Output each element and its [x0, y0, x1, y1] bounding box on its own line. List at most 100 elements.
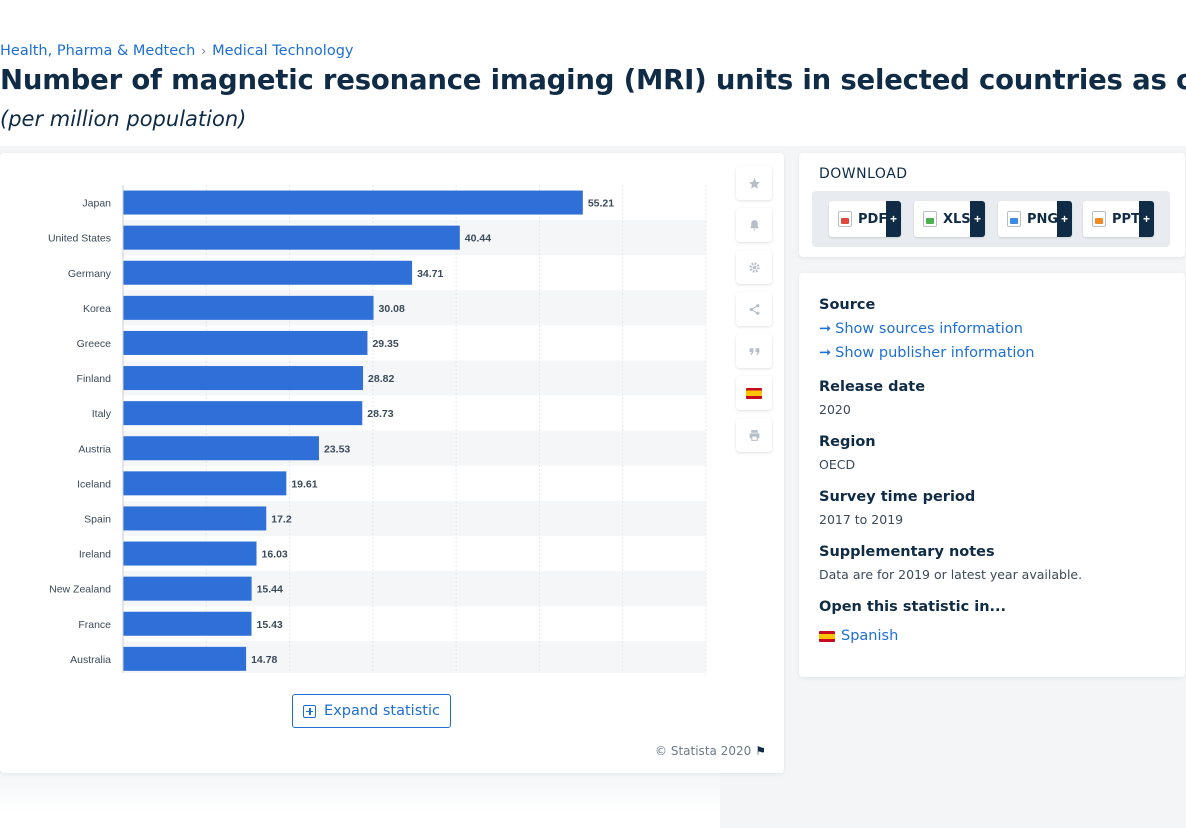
bar-ireland	[123, 541, 257, 566]
release-date-value: 2020	[819, 402, 851, 417]
xls-file-icon	[923, 211, 937, 227]
page-title: Number of magnetic resonance imaging (MR…	[0, 64, 1186, 96]
report-flag-icon[interactable]: ⚑	[755, 744, 766, 758]
value-label: 55.21	[588, 198, 614, 210]
bar-austria	[123, 436, 319, 461]
xls-plus-button[interactable]: +	[970, 201, 985, 237]
category-label: New Zealand	[49, 584, 111, 596]
download-ppt-button[interactable]: PPT +	[1083, 201, 1154, 237]
download-pdf-button[interactable]: PDF +	[829, 201, 901, 237]
supplementary-notes-heading: Supplementary notes	[819, 544, 995, 560]
chart-tools	[736, 166, 772, 460]
download-png-button[interactable]: PNG +	[998, 201, 1072, 237]
category-label: Iceland	[77, 478, 111, 490]
download-title: DOWNLOAD	[819, 166, 908, 182]
bar-finland	[123, 366, 364, 391]
breadcrumb-separator: ›	[201, 44, 207, 58]
pdf-file-icon	[838, 211, 852, 227]
value-label: 15.43	[257, 619, 283, 631]
share-icon[interactable]	[736, 292, 772, 326]
credit-text[interactable]: © Statista 2020	[655, 744, 752, 758]
category-label: Japan	[82, 198, 111, 210]
expand-statistic-button[interactable]: Expand statistic	[292, 694, 451, 728]
value-label: 34.71	[417, 268, 443, 280]
bar-iceland	[123, 471, 287, 496]
png-plus-button[interactable]: +	[1057, 201, 1072, 237]
category-label: Australia	[70, 654, 111, 666]
category-label: Italy	[92, 408, 112, 420]
value-label: 23.53	[324, 443, 350, 455]
statista-credit: © Statista 2020 ⚑	[655, 744, 766, 758]
spain-flag-icon	[819, 630, 835, 642]
category-label: Greece	[77, 338, 112, 350]
pdf-plus-button[interactable]: +	[886, 201, 901, 237]
value-label: 28.73	[367, 408, 393, 420]
pdf-label: PDF	[858, 211, 888, 227]
bar-spain	[123, 506, 267, 531]
xls-label: XLS	[943, 211, 971, 227]
ppt-plus-button[interactable]: +	[1139, 201, 1154, 237]
value-label: 17.2	[271, 513, 292, 525]
download-xls-button[interactable]: XLS +	[914, 201, 985, 237]
region-value: OECD	[819, 457, 856, 472]
value-label: 29.35	[372, 338, 398, 350]
bar-korea	[123, 295, 374, 320]
category-label: Finland	[77, 373, 112, 385]
category-label: Germany	[68, 268, 112, 280]
png-file-icon	[1007, 211, 1021, 227]
gear-icon[interactable]	[736, 250, 772, 284]
page-subtitle: (per million population)	[0, 107, 247, 131]
survey-period-heading: Survey time period	[819, 489, 976, 505]
category-label: France	[78, 619, 111, 631]
bar-united-states	[123, 225, 460, 250]
category-label: Korea	[83, 303, 111, 315]
png-label: PNG	[1027, 211, 1059, 227]
expand-icon	[303, 704, 317, 718]
value-label: 16.03	[262, 549, 288, 561]
value-label: 19.61	[291, 478, 317, 490]
bar-italy	[123, 401, 363, 426]
category-label: Spain	[84, 513, 111, 525]
show-publisher-label: Show publisher information	[835, 345, 1035, 361]
ppt-file-icon	[1092, 211, 1106, 227]
category-label: Ireland	[79, 549, 111, 561]
download-card: DOWNLOAD PDF + XLS + PNG + PPT +	[799, 153, 1185, 257]
value-label: 15.44	[257, 584, 283, 596]
category-label: United States	[48, 233, 111, 245]
region-heading: Region	[819, 434, 876, 450]
bar-new-zealand	[123, 576, 252, 601]
header-band	[0, 0, 1186, 146]
arrow-right-icon: ➞	[819, 321, 832, 337]
release-date-heading: Release date	[819, 379, 926, 395]
breadcrumb: Health, Pharma & Medtech › Medical Technol…	[0, 43, 354, 59]
bar-france	[123, 611, 252, 636]
arrow-right-icon: ➞	[819, 345, 832, 361]
value-label: 40.44	[465, 233, 491, 245]
chart-card: Japan 55.21 United States 40.44 Germany 34.71…	[0, 153, 784, 828]
open-in-spanish-link[interactable]: Spanish	[819, 628, 898, 644]
value-label: 30.08	[379, 303, 405, 315]
ppt-label: PPT	[1112, 211, 1140, 227]
download-buttons: PDF + XLS + PNG + PPT +	[812, 191, 1170, 247]
star-icon[interactable]	[736, 166, 772, 200]
spain-flag-icon[interactable]	[736, 376, 772, 410]
show-sources-link[interactable]: ➞ Show sources information	[819, 321, 1023, 337]
show-publisher-link[interactable]: ➞ Show publisher information	[819, 345, 1034, 361]
breadcrumb-subcategory[interactable]: Medical Technology	[212, 43, 354, 59]
quote-icon[interactable]	[736, 334, 772, 368]
print-icon[interactable]	[736, 418, 772, 452]
value-label: 14.78	[251, 654, 277, 666]
supplementary-notes-value: Data are for 2019 or latest year availab…	[819, 567, 1083, 582]
category-label: Austria	[78, 443, 111, 455]
bar-greece	[123, 330, 368, 355]
bar-australia	[123, 646, 247, 671]
source-heading: Source	[819, 297, 876, 313]
chart-fade-overlay	[0, 768, 720, 828]
statistic-info-card: Source ➞ Show sources information ➞ Show p…	[799, 273, 1185, 677]
bar-japan	[123, 190, 583, 215]
bar-chart: Japan 55.21 United States 40.44 Germany 34.71…	[48, 185, 707, 673]
bell-icon[interactable]	[736, 208, 772, 242]
breadcrumb-category[interactable]: Health, Pharma & Medtech	[0, 43, 196, 59]
open-language-label: Spanish	[841, 628, 899, 644]
survey-period-value: 2017 to 2019	[819, 512, 904, 527]
